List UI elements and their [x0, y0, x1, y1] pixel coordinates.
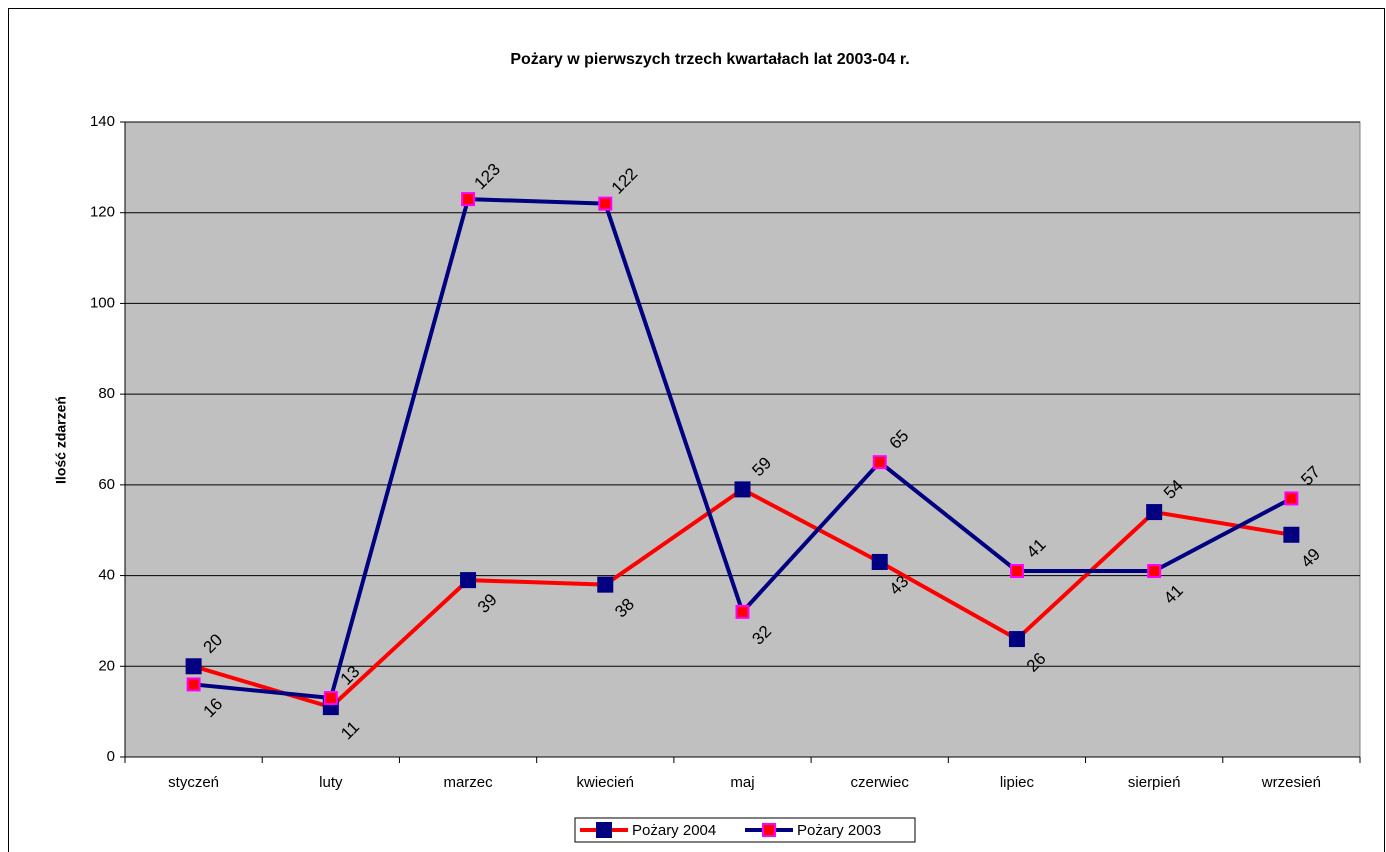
x-tick-label: styczeń: [168, 774, 219, 791]
marker: [460, 572, 477, 589]
legend-marker: [762, 823, 776, 837]
x-tick-label: kwiecień: [577, 774, 635, 791]
marker: [735, 604, 750, 619]
x-tick-label: lipiec: [1000, 774, 1035, 791]
x-tick-label: wrzesień: [1261, 774, 1321, 791]
y-tick-label: 0: [107, 748, 115, 765]
marker: [1147, 564, 1162, 579]
legend-marker: [596, 822, 612, 838]
marker: [323, 691, 338, 706]
marker: [186, 677, 201, 692]
y-tick-label: 40: [98, 567, 115, 584]
marker: [598, 196, 613, 211]
marker: [185, 658, 202, 675]
marker: [1146, 504, 1163, 521]
plot-area: [124, 121, 1361, 758]
x-tick-label: luty: [319, 774, 343, 791]
chart-title: Pożary w pierwszych trzech kwartałach la…: [510, 51, 909, 68]
y-tick-label: 80: [98, 385, 115, 402]
marker: [1283, 526, 1300, 543]
x-tick-label: marzec: [443, 774, 493, 791]
y-tick-label: 60: [98, 476, 115, 493]
marker: [1284, 491, 1299, 506]
marker: [1009, 564, 1024, 579]
marker: [871, 553, 888, 570]
x-tick-label: sierpień: [1128, 774, 1181, 791]
marker: [872, 455, 887, 470]
y-tick-label: 140: [90, 113, 115, 130]
y-axis-label: Ilość zdarzeń: [53, 396, 69, 484]
y-tick-label: 120: [90, 204, 115, 221]
marker: [597, 576, 614, 593]
y-tick-label: 100: [90, 294, 115, 311]
marker: [1008, 631, 1025, 648]
legend-label: Pożary 2004: [632, 822, 716, 839]
marker: [734, 481, 751, 498]
x-tick-label: maj: [730, 774, 754, 791]
y-tick-label: 20: [98, 657, 115, 674]
marker: [461, 192, 476, 207]
x-tick-label: czerwiec: [851, 774, 910, 791]
legend-label: Pożary 2003: [797, 822, 881, 839]
